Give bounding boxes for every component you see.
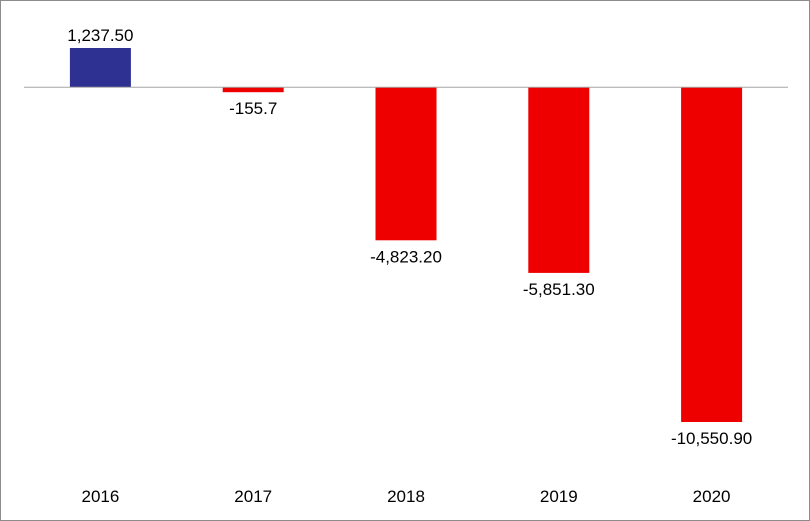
- x-tick-label-2016: 2016: [81, 487, 119, 506]
- bar-2017: [222, 87, 284, 93]
- data-label-2018: -4,823.20: [370, 247, 442, 266]
- bar-2018: [375, 87, 437, 241]
- data-label-2016: 1,237.50: [67, 26, 133, 45]
- bars-group: [69, 48, 743, 423]
- bar-2020: [681, 87, 743, 423]
- bar-2016: [69, 48, 131, 88]
- bar-2019: [528, 87, 590, 273]
- x-tick-label-2019: 2019: [540, 487, 578, 506]
- data-labels-group: 1,237.50 -155.7 -4,823.20 -5,851.30 -10,550.…: [67, 26, 752, 448]
- category-axis-labels: 2016 2017 2018 2019 2020: [81, 487, 730, 506]
- x-tick-label-2017: 2017: [234, 487, 272, 506]
- data-label-2020: -10,550.90: [671, 429, 752, 448]
- data-label-2019: -5,851.30: [523, 280, 595, 299]
- x-tick-label-2020: 2020: [693, 487, 731, 506]
- data-label-2017: -155.7: [229, 99, 277, 118]
- x-tick-label-2018: 2018: [387, 487, 425, 506]
